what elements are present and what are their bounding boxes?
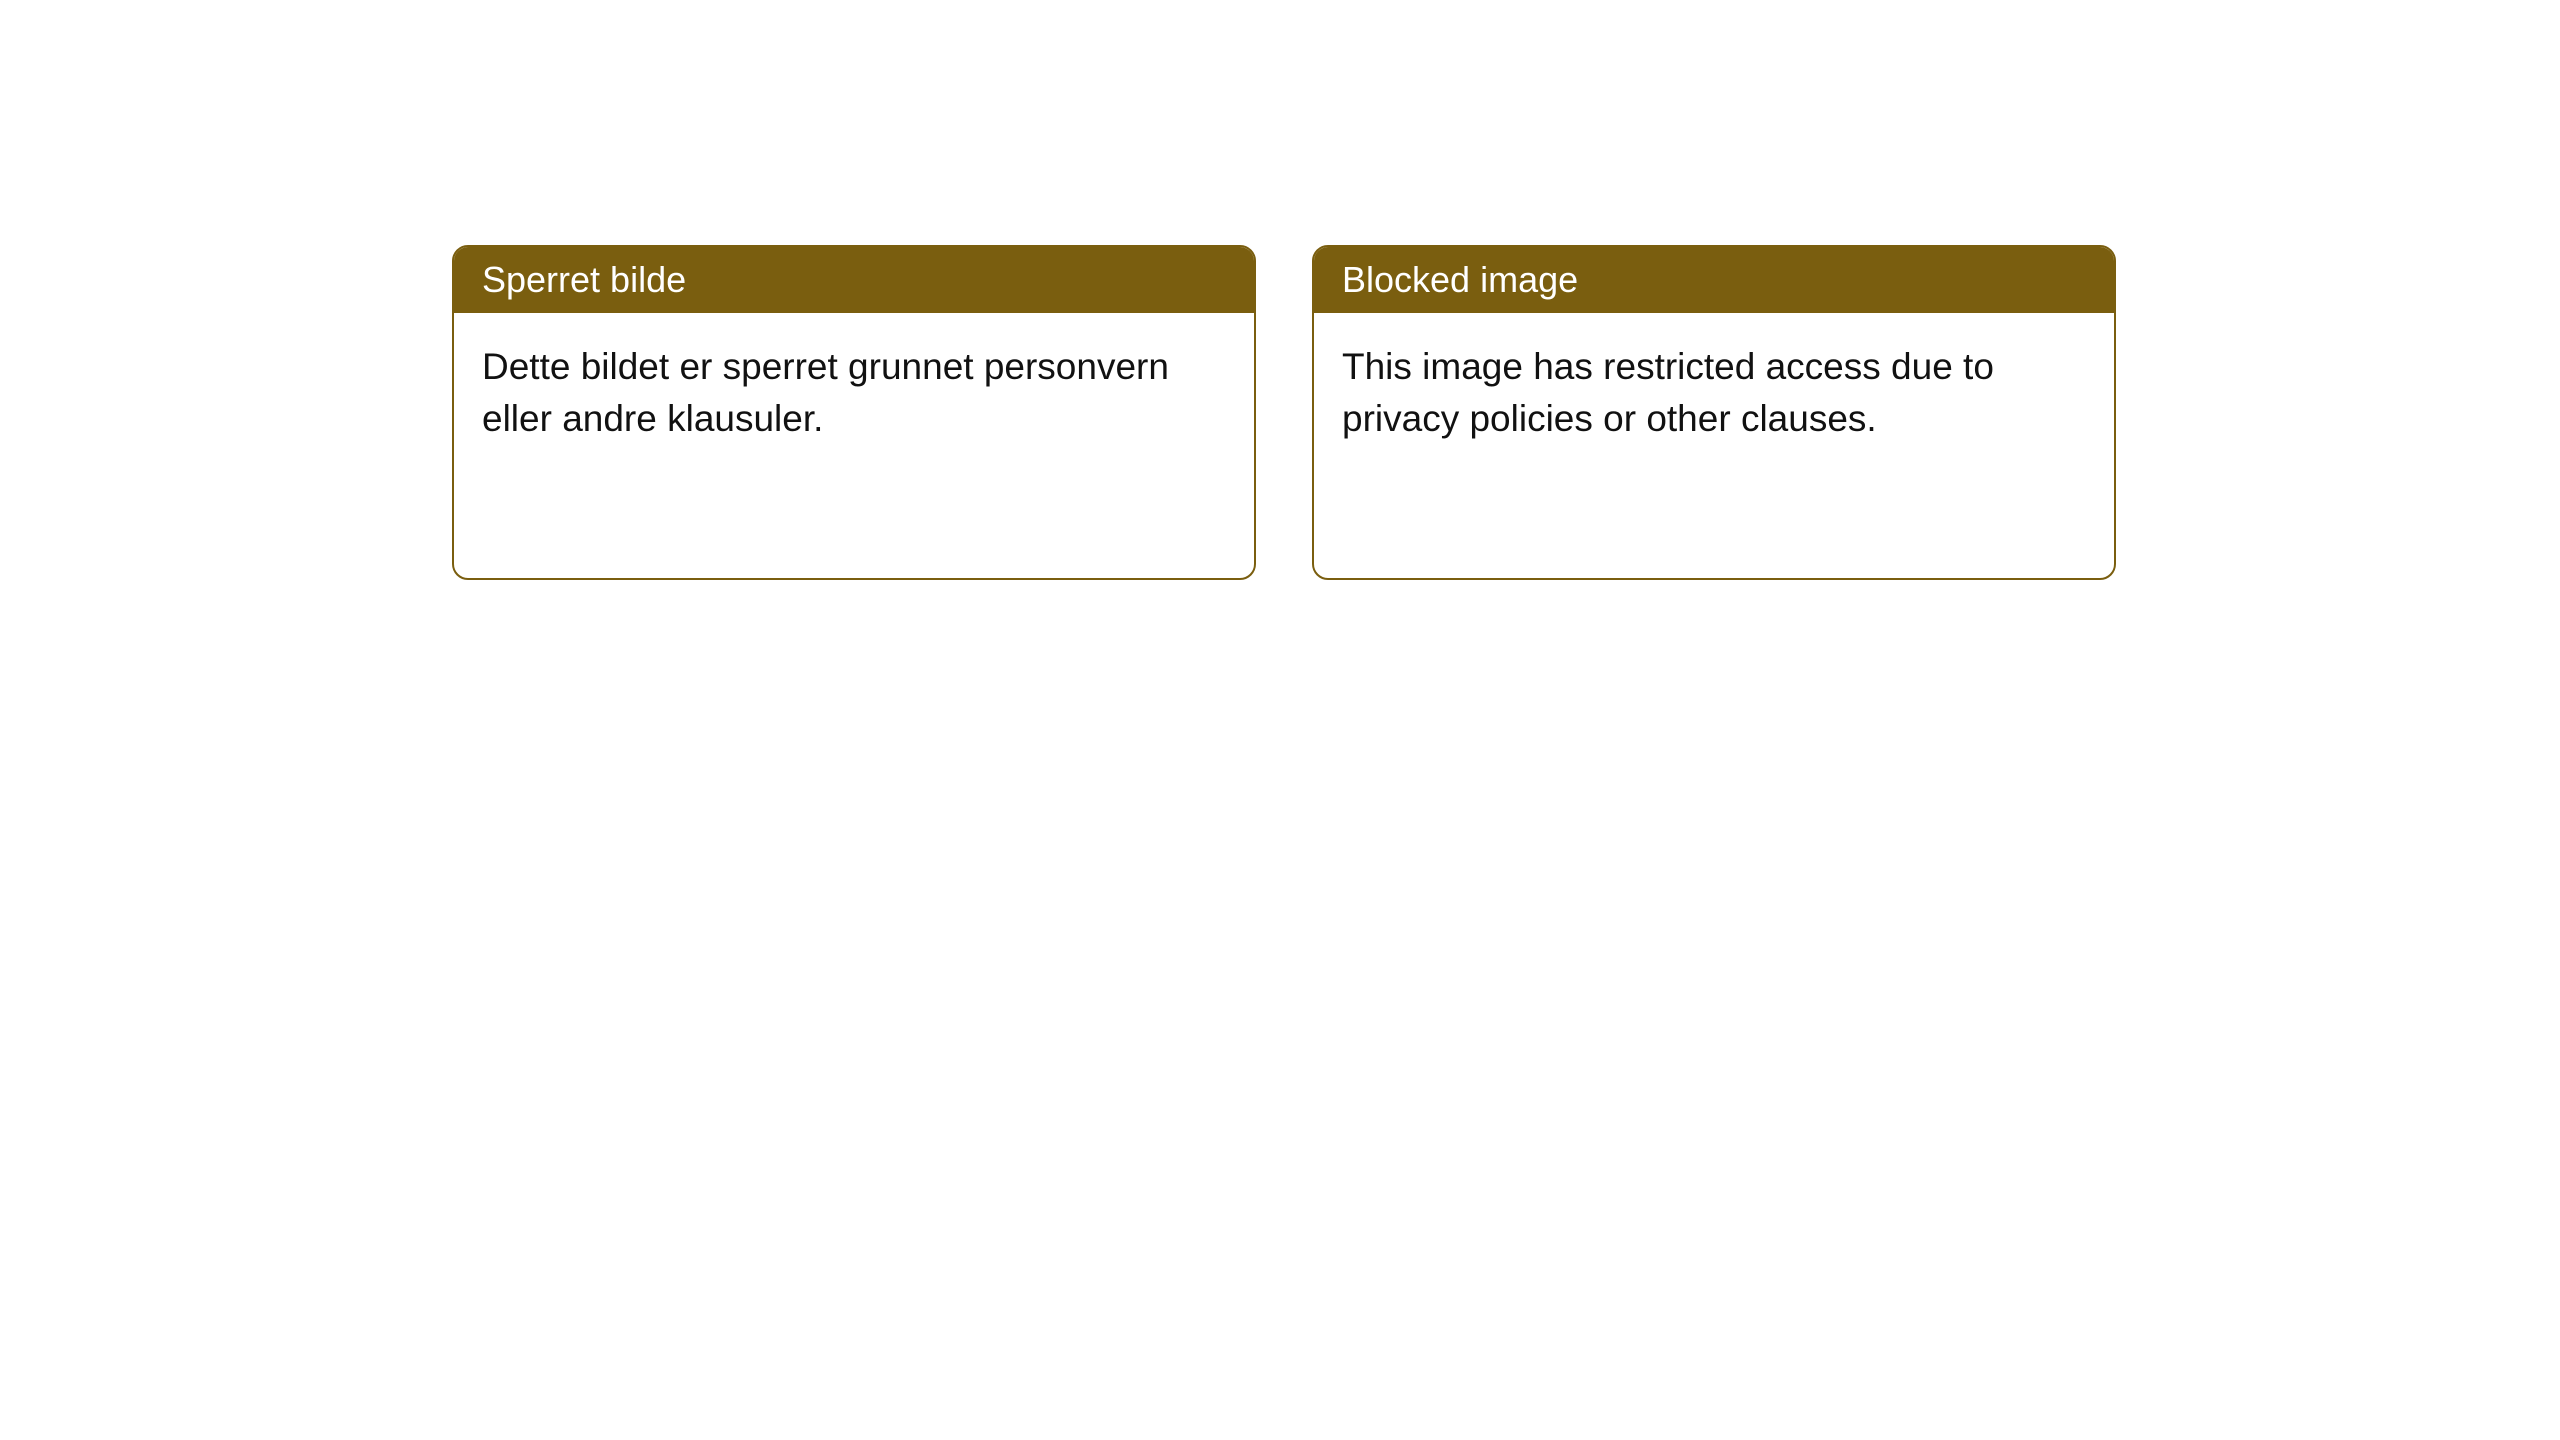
card-title-no: Sperret bilde <box>482 259 686 300</box>
card-message-no: Dette bildet er sperret grunnet personve… <box>482 346 1169 439</box>
blocked-image-card-en: Blocked image This image has restricted … <box>1312 245 2116 580</box>
card-body-en: This image has restricted access due to … <box>1314 313 2114 473</box>
blocked-image-card-no: Sperret bilde Dette bildet er sperret gr… <box>452 245 1256 580</box>
cards-container: Sperret bilde Dette bildet er sperret gr… <box>452 245 2116 580</box>
card-message-en: This image has restricted access due to … <box>1342 346 1994 439</box>
card-title-en: Blocked image <box>1342 259 1578 300</box>
card-body-no: Dette bildet er sperret grunnet personve… <box>454 313 1254 473</box>
card-header-en: Blocked image <box>1314 247 2114 313</box>
card-header-no: Sperret bilde <box>454 247 1254 313</box>
